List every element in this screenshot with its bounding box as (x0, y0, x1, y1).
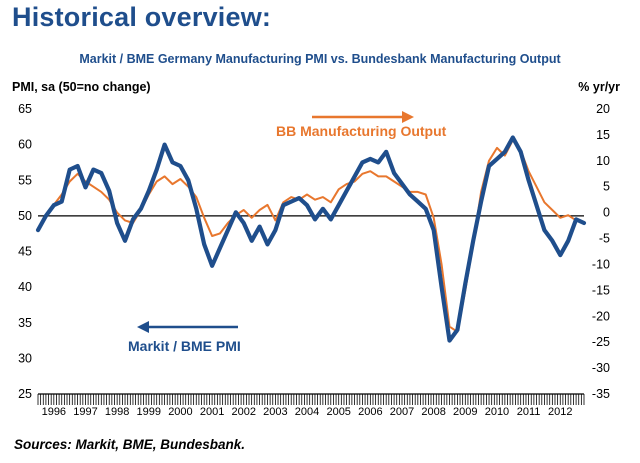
right-tick-label: 15 (596, 128, 610, 142)
left-tick-label: 55 (18, 173, 32, 187)
sources-note: Sources: Markit, BME, Bundesbank. (14, 437, 246, 452)
output-series-line (37, 139, 585, 333)
left-tick-label: 30 (18, 351, 32, 365)
x-axis: 1996 1997 1998 1999 2000 2001 2002 2003 2004 2005… (37, 393, 585, 418)
right-tick-label: -5 (599, 232, 610, 246)
right-tick-label: 0 (603, 206, 610, 220)
series-layer (35, 135, 587, 343)
left-arrow-head-icon (137, 321, 149, 333)
left-tick-label: 40 (18, 280, 32, 294)
left-axis-title: PMI, sa (50=no change) (12, 80, 151, 94)
year-label: 1998 (105, 406, 129, 418)
right-tick-label: -35 (592, 387, 610, 401)
year-label: 2012 (548, 406, 572, 418)
output-annotation: BB Manufacturing Output (276, 111, 447, 139)
left-tick-label: 50 (18, 209, 32, 223)
year-label: 2002 (231, 406, 255, 418)
right-tick-label: 10 (596, 154, 610, 168)
left-tick-label: 65 (18, 102, 32, 116)
right-y-axis: -35 -30 -25 -20 -15 -10 -5 0 5 10 15 20 (592, 102, 610, 401)
right-tick-label: -10 (592, 257, 610, 271)
year-label: 2004 (295, 406, 319, 418)
year-label: 2009 (453, 406, 477, 418)
right-tick-label: 5 (603, 180, 610, 194)
right-tick-label: -20 (592, 309, 610, 323)
right-tick-label: -25 (592, 335, 610, 349)
year-label: 2006 (358, 406, 382, 418)
chart-title: Markit / BME Germany Manufacturing PMI v… (79, 52, 561, 66)
right-tick-label: -30 (592, 361, 610, 375)
year-label: 2008 (421, 406, 445, 418)
year-label: 2007 (390, 406, 414, 418)
pmi-annotation-label: Markit / BME PMI (128, 338, 241, 354)
year-label: 2003 (263, 406, 287, 418)
left-tick-label: 45 (18, 245, 32, 259)
output-annotation-label: BB Manufacturing Output (276, 123, 447, 139)
year-label: 2000 (168, 406, 192, 418)
year-label: 1999 (137, 406, 161, 418)
left-tick-label: 60 (18, 138, 32, 152)
left-y-axis: 25 30 35 40 45 50 55 60 65 (18, 102, 32, 401)
year-label: 1997 (73, 406, 97, 418)
year-label: 1996 (42, 406, 66, 418)
pmi-annotation: Markit / BME PMI (128, 321, 241, 354)
year-label: 2005 (326, 406, 350, 418)
right-axis-title: % yr/yr (578, 80, 620, 94)
left-tick-label: 25 (18, 387, 32, 401)
right-arrow-head-icon (402, 111, 414, 123)
right-tick-label: 20 (596, 102, 610, 116)
year-label: 2011 (517, 406, 541, 418)
left-tick-label: 35 (18, 316, 32, 330)
year-label: 2010 (485, 406, 509, 418)
page-heading: Historical overview: (12, 2, 272, 32)
year-label: 2001 (200, 406, 224, 418)
right-tick-label: -15 (592, 283, 610, 297)
pmi-series-line (35, 135, 587, 343)
annotations: BB Manufacturing Output Markit / BME PMI (128, 111, 447, 354)
